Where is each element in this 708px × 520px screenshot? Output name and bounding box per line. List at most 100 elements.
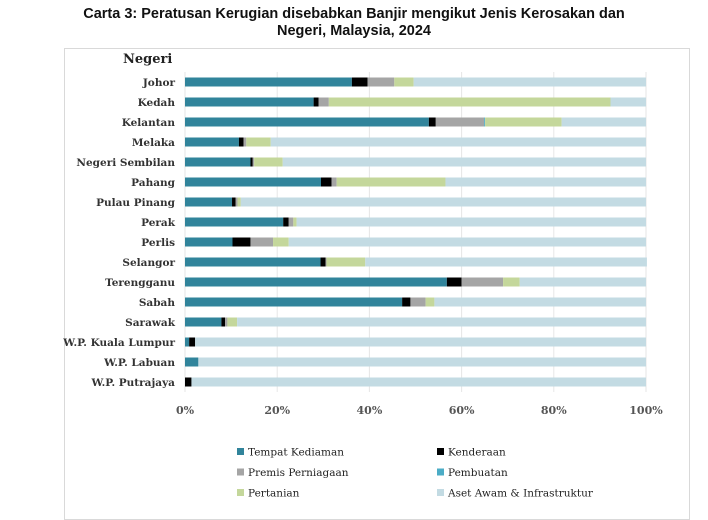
legend-label: Kenderaan (448, 447, 506, 459)
legend-label: Aset Awam & Infrastruktur (447, 488, 594, 500)
category-label: Kelantan (122, 117, 176, 129)
bar-segment (198, 357, 646, 367)
bar-segment (288, 237, 646, 247)
x-tick-label: 80% (541, 404, 567, 417)
bar-segment (221, 317, 226, 327)
bar-segment (250, 157, 253, 167)
bar-segment (240, 197, 646, 207)
bar-segment (519, 277, 646, 287)
bar-segment (237, 197, 241, 207)
bar-segment (185, 197, 233, 207)
bar-segment (367, 77, 395, 87)
bar-segment (185, 357, 199, 367)
bar-segment (561, 117, 646, 127)
bar-segment (185, 177, 321, 187)
bar-segment (320, 257, 326, 267)
bar-segment (185, 97, 314, 107)
bar-segment (318, 97, 329, 107)
bar-segment (282, 157, 646, 167)
x-tick-label: 60% (449, 404, 475, 417)
bar-segment (225, 317, 228, 327)
bar-segment (191, 377, 647, 387)
legend-swatch (437, 489, 444, 496)
bar-segment (410, 297, 426, 307)
bar-segment (185, 297, 403, 307)
category-label: Melaka (132, 137, 175, 149)
bar-segment (235, 197, 238, 207)
bar-segment (238, 137, 244, 147)
category-label: Pahang (131, 177, 175, 189)
bar-segment (283, 217, 289, 227)
bar-segment (313, 97, 319, 107)
category-label: Selangor (122, 257, 175, 269)
legend-label: Pertanian (248, 488, 300, 500)
bar-segment (336, 177, 446, 187)
category-label: Johor (142, 77, 176, 89)
x-tick-label: 40% (357, 404, 383, 417)
category-label: Kedah (138, 97, 176, 109)
category-label: W.P. Kuala Lumpur (62, 337, 175, 349)
bar-segment (270, 137, 646, 147)
bar-segment (326, 257, 366, 267)
bar-segment (328, 97, 611, 107)
bar-segment (394, 77, 414, 87)
bar-segment (485, 117, 562, 127)
bar-segment (610, 97, 646, 107)
category-label: Perlis (141, 237, 175, 249)
bar-segment (185, 277, 447, 287)
bar-segment (243, 137, 247, 147)
bar-segment (232, 197, 236, 207)
bar-segment (185, 317, 222, 327)
category-label: Perak (141, 217, 176, 229)
x-tick-label: 20% (264, 404, 290, 417)
bar-segment (402, 297, 411, 307)
category-label: W.P. Labuan (103, 357, 175, 369)
bar-segment (185, 377, 192, 387)
bar-segment (185, 137, 239, 147)
bar-segment (484, 117, 486, 127)
chart-title: Carta 3: Peratusan Kerugian disebabkan B… (0, 6, 708, 40)
bar-segment (435, 117, 485, 127)
legend-label: Tempat Kediaman (248, 447, 344, 459)
x-tick-label: 0% (176, 404, 195, 417)
bar-segment (273, 237, 289, 247)
category-label: W.P. Putrajaya (90, 377, 175, 389)
bar-segment (185, 337, 190, 347)
title-line-1: Carta 3: Peratusan Kerugian disebabkan B… (83, 6, 625, 22)
bar-segment (446, 277, 462, 287)
bar-segment (185, 157, 251, 167)
bar-segment (288, 217, 294, 227)
legend-label: Pembuatan (448, 467, 508, 479)
bar-segment (413, 77, 646, 87)
legend-swatch (437, 448, 444, 455)
bar-segment (331, 177, 337, 187)
bar-segment (246, 137, 271, 147)
bar-segment (503, 277, 520, 287)
bar-segment (185, 77, 352, 87)
bar-segment (227, 317, 238, 327)
bar-segment (185, 117, 429, 127)
bar-segment (237, 317, 646, 327)
bar-segment (254, 157, 283, 167)
bar-segment (434, 297, 646, 307)
bar-segment (428, 117, 436, 127)
bar-segment (320, 177, 332, 187)
legend-swatch (237, 489, 244, 496)
legend-swatch (437, 468, 444, 476)
x-tick-label: 100% (629, 404, 663, 417)
bar-segment (189, 337, 196, 347)
bar-segment (185, 217, 284, 227)
category-label: Sarawak (125, 317, 176, 329)
legend-swatch (237, 448, 244, 455)
bar-segment (351, 77, 368, 87)
category-label: Terengganu (105, 277, 175, 289)
bar-segment (325, 257, 327, 267)
category-label: Sabah (139, 297, 176, 309)
bar-segment (195, 337, 646, 347)
bar-segment (250, 237, 274, 247)
category-label: Pulau Pinang (96, 197, 176, 209)
legend-swatch (237, 468, 244, 476)
legend-label: Premis Perniagaan (248, 467, 349, 479)
bar-segment (445, 177, 646, 187)
